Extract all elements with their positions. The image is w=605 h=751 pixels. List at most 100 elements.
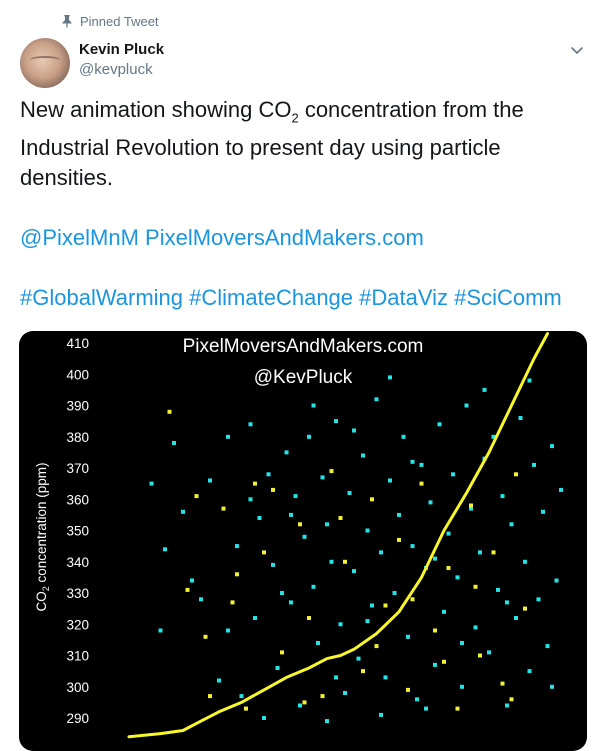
particle-cyan [469, 506, 473, 511]
particle-yellow [343, 559, 347, 564]
particle-cyan [329, 559, 334, 564]
particle-cyan [392, 591, 397, 595]
particle-yellow [338, 516, 343, 520]
particle-cyan [487, 650, 491, 655]
particle-yellow [208, 694, 212, 699]
particle-yellow [419, 481, 424, 486]
watermark-site: PixelMoversAndMakers.com [183, 336, 424, 357]
particle-yellow [469, 503, 473, 508]
particle-cyan [401, 434, 406, 439]
tweet-hashtags-line: #GlobalWarming #ClimateChange #DataViz #… [20, 283, 590, 313]
particle-yellow [509, 697, 514, 702]
hashtag-link[interactable]: #DataViz [359, 285, 449, 311]
particle-yellow [203, 634, 208, 639]
particle-cyan [199, 597, 203, 602]
particle-cyan [388, 375, 392, 380]
particle-cyan [320, 475, 325, 480]
particle-cyan [226, 628, 230, 633]
particle-cyan [550, 684, 554, 689]
particle-yellow [446, 566, 451, 570]
y-tick-label: 360 [66, 492, 89, 507]
particle-cyan [293, 494, 298, 499]
particle-cyan [415, 697, 419, 702]
particle-cyan [505, 703, 509, 708]
author-handle[interactable]: @kevpluck [79, 61, 153, 78]
particle-cyan [307, 434, 311, 439]
y-tick-label: 310 [66, 649, 89, 664]
particle-cyan [253, 616, 257, 620]
particle-cyan [248, 497, 253, 502]
particle-yellow [455, 706, 460, 711]
particle-cyan [149, 481, 154, 486]
chevron-down-icon[interactable] [569, 42, 585, 58]
y-tick-label: 320 [66, 617, 89, 632]
tweet-body-end: concentration from the Industrial Revolu… [20, 97, 524, 191]
hashtag-link[interactable]: #SciComm [454, 285, 562, 311]
particle-yellow [271, 487, 275, 492]
particle-yellow [302, 700, 307, 705]
particle-cyan [478, 550, 482, 555]
particle-yellow [221, 506, 226, 511]
url-link[interactable]: PixelMoversAndMakers.com [145, 225, 424, 251]
particle-yellow [253, 481, 257, 486]
particle-cyan [410, 544, 415, 549]
particle-cyan [473, 625, 478, 630]
particle-yellow [194, 494, 199, 499]
particle-yellow [473, 584, 478, 589]
particle-cyan [532, 462, 536, 467]
particle-cyan [365, 528, 370, 533]
particle-yellow [491, 550, 496, 555]
particle-cyan [464, 403, 469, 408]
particle-cyan [266, 472, 271, 477]
particle-yellow [230, 600, 235, 605]
y-tick-label: 400 [66, 367, 89, 382]
y-axis-label-prefix: CO [34, 591, 49, 611]
tweet-media-chart[interactable]: PixelMoversAndMakers.com @KevPluck CO2 c… [19, 331, 587, 751]
particle-cyan [347, 491, 352, 495]
mention-link[interactable]: @PixelMnM [20, 225, 139, 251]
particle-cyan [190, 578, 194, 583]
particle-cyan [271, 562, 275, 567]
particle-cyan [338, 622, 343, 627]
particle-cyan [334, 419, 338, 424]
particle-cyan [334, 675, 338, 680]
y-tick-label: 340 [66, 555, 89, 570]
particle-yellow [478, 653, 482, 658]
pin-icon [62, 15, 72, 28]
particle-yellow [500, 681, 505, 686]
watermark-handle: @KevPluck [254, 367, 353, 388]
particle-yellow [370, 497, 374, 502]
particle-cyan [311, 403, 316, 408]
y-axis-label-subscript: 2 [41, 586, 51, 591]
particle-cyan [559, 487, 563, 492]
particle-cyan [226, 434, 230, 439]
particle-cyan [500, 494, 505, 499]
particle-cyan [158, 628, 163, 633]
particle-yellow [307, 616, 311, 620]
particle-cyan [172, 441, 176, 445]
hashtag-link[interactable]: #GlobalWarming [20, 285, 184, 311]
particle-cyan [289, 600, 293, 605]
particle-cyan [509, 522, 514, 527]
particle-cyan [181, 509, 185, 514]
y-tick-label: 350 [66, 524, 89, 539]
particle-cyan [527, 378, 532, 383]
particle-cyan [379, 550, 383, 555]
author-name[interactable]: Kevin Pluck [79, 41, 165, 58]
particle-cyan [523, 559, 527, 564]
particle-cyan [518, 416, 523, 420]
particle-cyan [356, 656, 361, 661]
particle-cyan [352, 569, 356, 574]
particle-cyan [316, 641, 320, 645]
hashtag-link[interactable]: #ClimateChange [189, 285, 354, 311]
particle-cyan [298, 703, 302, 708]
particle-yellow [514, 472, 518, 477]
avatar[interactable] [20, 38, 70, 88]
particle-cyan [280, 591, 284, 595]
particle-cyan [433, 662, 437, 667]
particle-cyan [491, 434, 496, 439]
tweet-links-line: @PixelMnM PixelMoversAndMakers.com [20, 223, 590, 253]
particle-yellow [523, 606, 527, 611]
particle-cyan [365, 619, 370, 624]
tweet-body: New animation showing CO2 concentration … [20, 95, 590, 193]
